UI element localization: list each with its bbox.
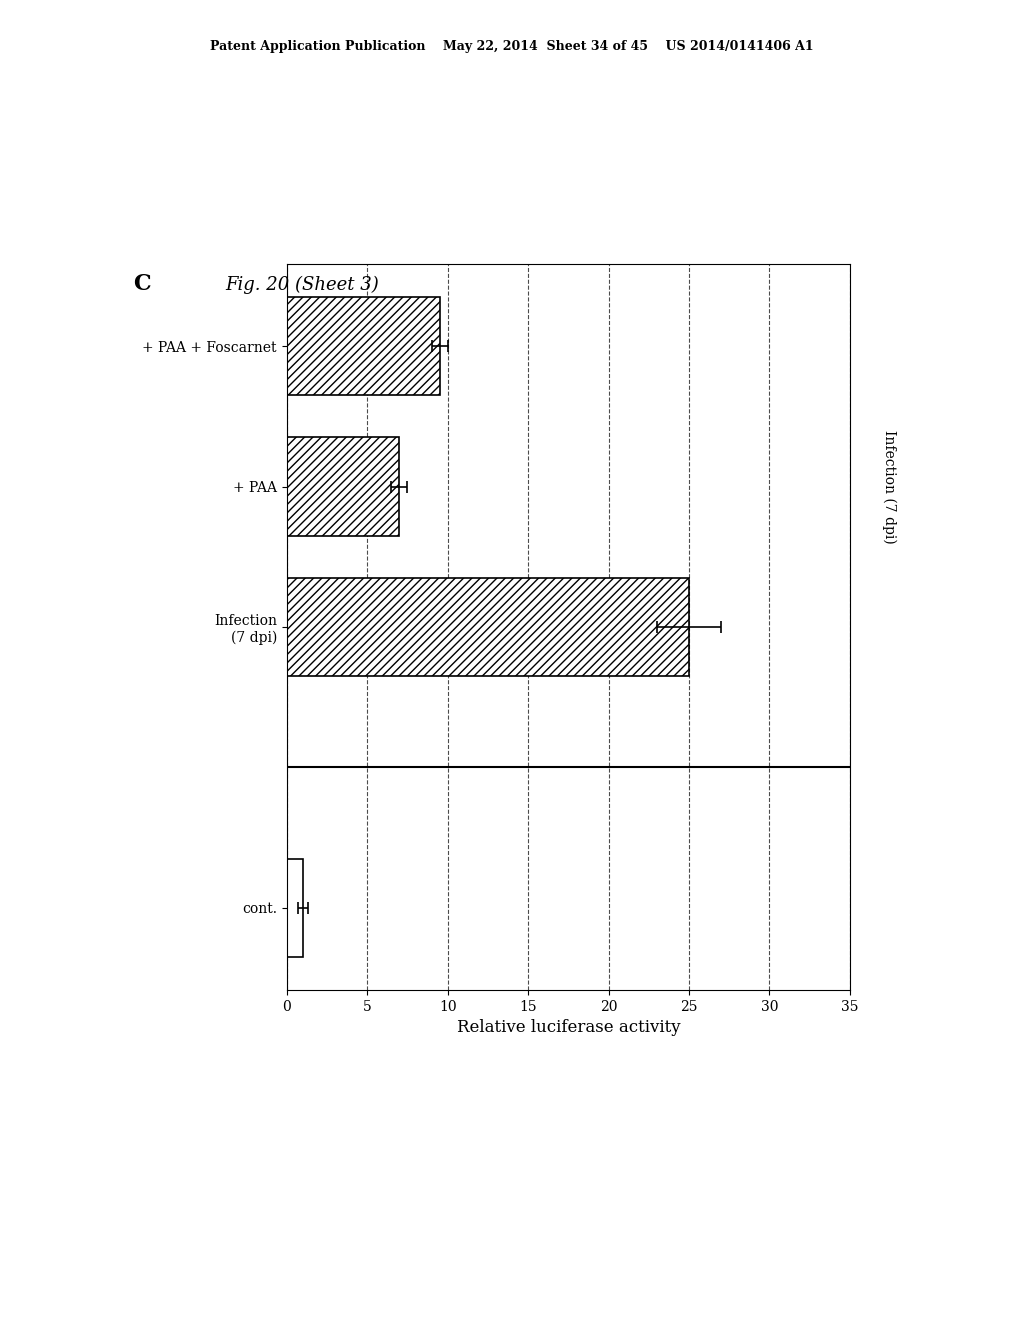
Text: Patent Application Publication    May 22, 2014  Sheet 34 of 45    US 2014/014140: Patent Application Publication May 22, 2… [210,40,814,53]
Text: Fig. 20 (Sheet 3): Fig. 20 (Sheet 3) [225,276,379,294]
X-axis label: Relative luciferase activity: Relative luciferase activity [457,1019,680,1036]
Bar [287,437,399,536]
Bar [287,859,303,957]
Bar [287,578,689,676]
Bar [287,297,439,395]
Text: C: C [133,273,151,296]
Text: Infection (7 dpi): Infection (7 dpi) [882,430,896,544]
